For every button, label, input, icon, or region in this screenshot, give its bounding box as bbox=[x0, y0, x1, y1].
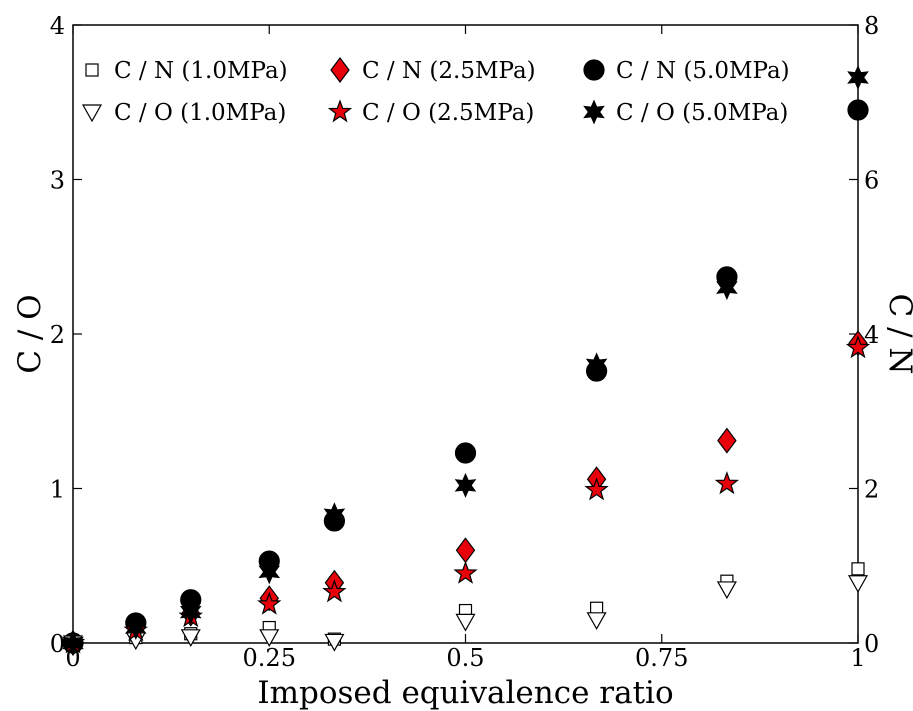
legend-label: C / O (5.0MPa) bbox=[616, 100, 788, 126]
y-left-tick-label: 2 bbox=[50, 321, 65, 349]
y-right-tick-label: 4 bbox=[864, 321, 879, 349]
data-point bbox=[257, 591, 282, 615]
x-tick-label: 0.5 bbox=[446, 644, 484, 672]
x-tick-label: 1 bbox=[850, 644, 865, 672]
data-points bbox=[60, 65, 871, 656]
legend-label: C / N (2.5MPa) bbox=[362, 58, 536, 84]
data-point bbox=[324, 633, 345, 652]
y-right-tick-label: 6 bbox=[864, 167, 879, 195]
data-point bbox=[847, 65, 869, 91]
series-5 bbox=[62, 65, 869, 656]
y-left-tick-label: 4 bbox=[50, 12, 65, 40]
y-left-tick-label: 0 bbox=[50, 630, 65, 658]
data-point bbox=[847, 575, 869, 593]
data-point bbox=[453, 560, 478, 584]
y-left-tick-label: 1 bbox=[50, 476, 65, 504]
legend-marker bbox=[81, 104, 103, 123]
data-point bbox=[851, 562, 865, 576]
legend-marker bbox=[583, 59, 605, 81]
data-point bbox=[716, 275, 738, 301]
data-point bbox=[259, 629, 280, 648]
data-point bbox=[62, 630, 84, 656]
data-point bbox=[322, 579, 347, 603]
data-point bbox=[179, 599, 202, 625]
data-point bbox=[714, 471, 740, 495]
y-right-tick-label: 2 bbox=[864, 476, 879, 504]
y-axis-left: 0 1 2 3 4 bbox=[50, 12, 82, 658]
data-point bbox=[454, 472, 477, 498]
x-tick-label: 0.75 bbox=[635, 644, 688, 672]
y-axis-right-title: C / N bbox=[882, 294, 913, 375]
legend-label: C / N (5.0MPa) bbox=[616, 58, 790, 84]
legend-marker bbox=[85, 63, 99, 77]
data-point bbox=[584, 477, 609, 501]
x-tick-label: 0.25 bbox=[243, 644, 296, 672]
legend-marker bbox=[327, 99, 353, 123]
data-point bbox=[585, 352, 608, 378]
legend-label: C / O (2.5MPa) bbox=[362, 100, 534, 126]
x-axis: 0 0.25 0.5 0.75 1 bbox=[65, 25, 866, 672]
data-point bbox=[586, 612, 607, 631]
data-point bbox=[845, 335, 871, 359]
y-left-tick-label: 3 bbox=[50, 167, 65, 195]
data-point bbox=[323, 502, 346, 528]
legend-label: C / O (1.0MPa) bbox=[114, 100, 286, 126]
data-point bbox=[717, 427, 737, 454]
legend-label: C / N (1.0MPa) bbox=[114, 58, 288, 84]
data-point bbox=[180, 629, 201, 648]
data-point bbox=[455, 613, 476, 632]
data-point bbox=[847, 99, 869, 121]
data-point bbox=[716, 581, 737, 600]
y-right-tick-label: 0 bbox=[864, 630, 879, 658]
x-axis-title: Imposed equivalence ratio bbox=[257, 675, 673, 711]
legend: C / N (1.0MPa) C / N (2.5MPa) C / N (5.0MP… bbox=[81, 57, 790, 126]
data-point bbox=[124, 615, 147, 641]
y-right-tick-label: 8 bbox=[864, 12, 879, 40]
y-axis-left-title: C / O bbox=[12, 294, 48, 373]
legend-marker bbox=[583, 99, 605, 125]
legend-marker bbox=[330, 57, 350, 83]
y-axis-right: 0 2 4 6 8 bbox=[849, 12, 879, 658]
data-point bbox=[455, 537, 476, 564]
data-point bbox=[258, 559, 281, 585]
data-point bbox=[454, 442, 477, 464]
